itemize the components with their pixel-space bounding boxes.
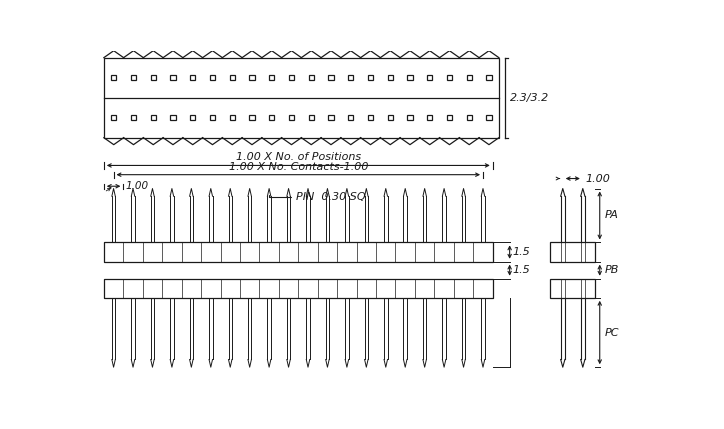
Bar: [550, 278, 595, 298]
Bar: [170, 75, 176, 80]
Bar: [348, 115, 353, 121]
Bar: [368, 75, 373, 80]
Text: PIN  0.30 SQ: PIN 0.30 SQ: [269, 192, 366, 202]
Text: 2.3/3.2: 2.3/3.2: [510, 93, 550, 103]
Bar: [210, 115, 215, 121]
Bar: [348, 75, 353, 80]
Bar: [190, 115, 195, 121]
Text: 1.00 X No. of Positions: 1.00 X No. of Positions: [236, 152, 361, 162]
Bar: [190, 75, 195, 80]
Bar: [151, 75, 156, 80]
Bar: [111, 75, 117, 80]
Bar: [447, 75, 452, 80]
Bar: [487, 115, 492, 121]
Bar: [131, 75, 136, 80]
Bar: [427, 115, 432, 121]
Bar: [328, 115, 334, 121]
Bar: [170, 115, 176, 121]
Bar: [408, 115, 413, 121]
Text: PA: PA: [605, 211, 618, 221]
Bar: [308, 115, 314, 121]
Bar: [550, 242, 595, 262]
Bar: [210, 75, 215, 80]
Bar: [249, 115, 255, 121]
Bar: [104, 278, 493, 298]
Bar: [151, 115, 156, 121]
Text: 1.5: 1.5: [513, 265, 531, 275]
Bar: [387, 115, 393, 121]
Text: 1.5: 1.5: [513, 247, 531, 257]
Bar: [447, 115, 452, 121]
Bar: [131, 115, 136, 121]
Bar: [487, 75, 492, 80]
Text: 1.00: 1.00: [586, 173, 611, 184]
Bar: [289, 115, 294, 121]
Bar: [269, 75, 274, 80]
Bar: [408, 75, 413, 80]
Bar: [230, 75, 235, 80]
Bar: [111, 115, 117, 121]
Bar: [104, 57, 499, 138]
Bar: [308, 75, 314, 80]
Bar: [466, 75, 472, 80]
Bar: [328, 75, 334, 80]
Bar: [249, 75, 255, 80]
Bar: [427, 75, 432, 80]
Bar: [387, 75, 393, 80]
Text: 1.00: 1.00: [125, 181, 148, 191]
Text: PC: PC: [605, 327, 619, 338]
Bar: [230, 115, 235, 121]
Text: PB: PB: [605, 265, 619, 275]
Bar: [368, 115, 373, 121]
Bar: [269, 115, 274, 121]
Bar: [466, 115, 472, 121]
Bar: [104, 242, 493, 262]
Text: 1.00 X No. Contacts-1.00: 1.00 X No. Contacts-1.00: [229, 162, 368, 172]
Bar: [289, 75, 294, 80]
